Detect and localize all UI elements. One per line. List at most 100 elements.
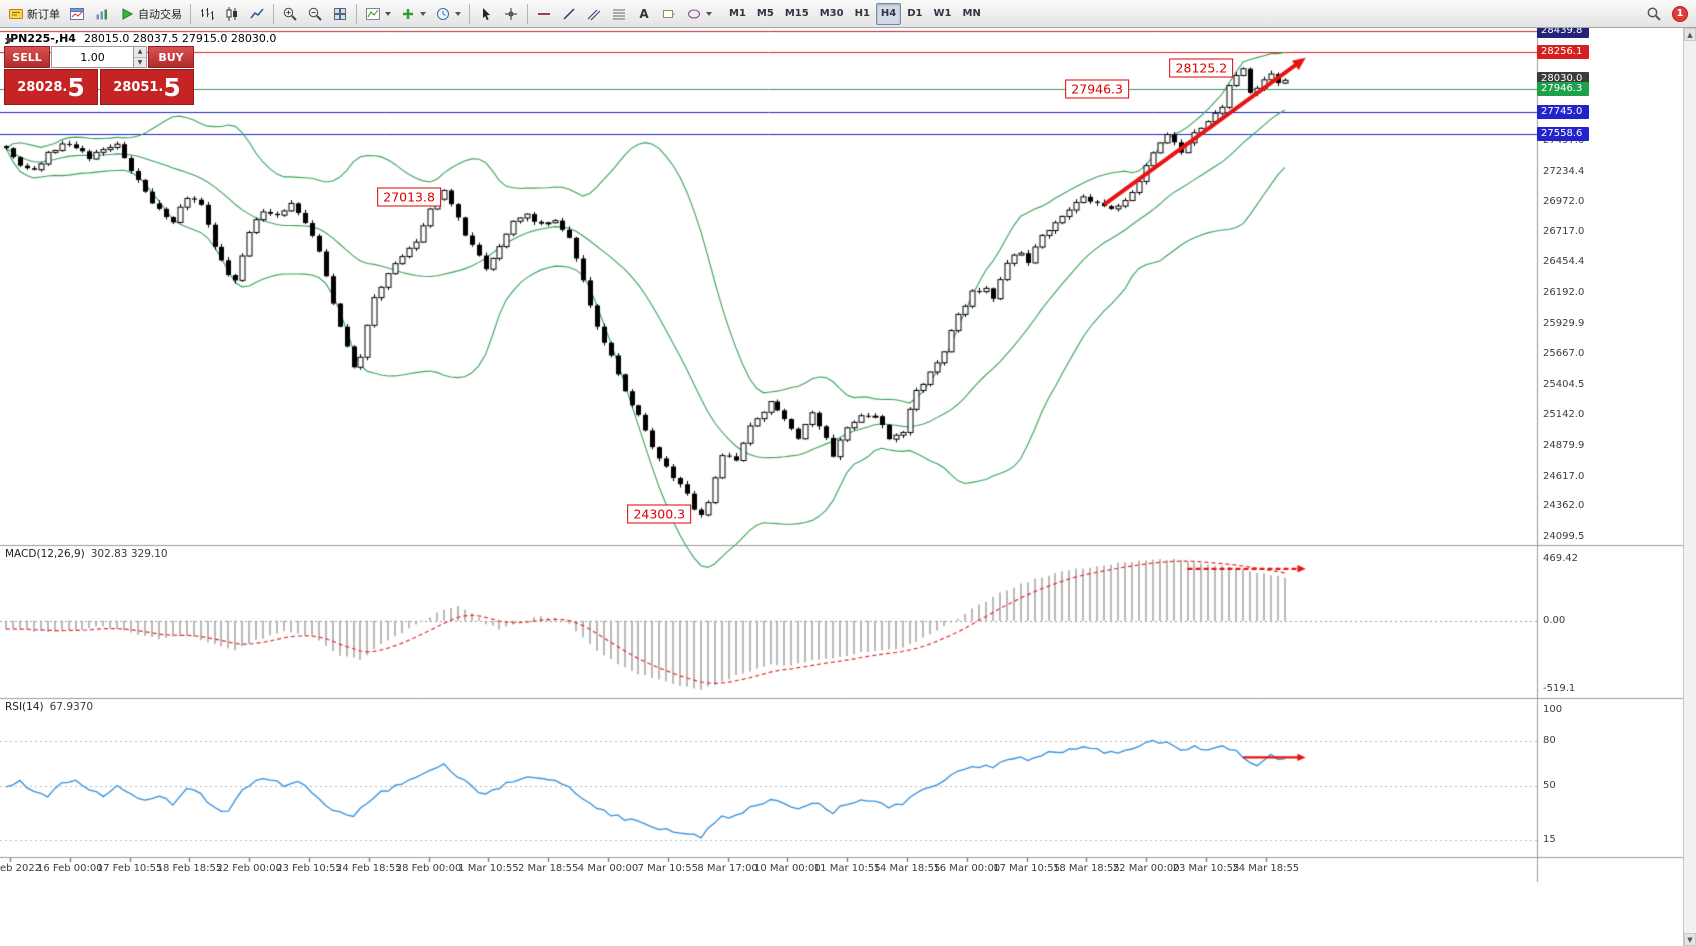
price-level-tag[interactable]: 27558.6 bbox=[1537, 126, 1589, 141]
price-axis-label: 25667.0 bbox=[1543, 348, 1585, 360]
scrollbar-track[interactable] bbox=[1684, 41, 1696, 933]
text-tool-button[interactable]: A bbox=[632, 2, 656, 26]
toolbar-separator bbox=[356, 3, 357, 24]
channel-tool-button[interactable] bbox=[582, 2, 606, 26]
time-axis-label: 22 Mar 00:00 bbox=[1112, 863, 1180, 874]
hline-icon bbox=[536, 6, 552, 22]
time-axis-label: 16 Mar 00:00 bbox=[933, 863, 1001, 874]
charts-window-button[interactable] bbox=[65, 2, 89, 26]
price-axis: 27497.027234.426972.026717.026454.426192… bbox=[1537, 28, 1683, 858]
time-axis-label: 4 Mar 00:00 bbox=[577, 863, 639, 874]
new-order-button[interactable]: 新订单 bbox=[4, 2, 64, 26]
rsi-panel-title: RSI(14) 67.9370 bbox=[5, 701, 93, 713]
chart-window-icon bbox=[69, 6, 85, 22]
zoom-in-button[interactable] bbox=[278, 2, 302, 26]
price-level-tag[interactable]: 27745.0 bbox=[1537, 105, 1589, 119]
time-axis-label: 24 Feb 18:55 bbox=[335, 863, 402, 874]
search-button[interactable] bbox=[1642, 2, 1666, 26]
trendline-icon bbox=[561, 6, 577, 22]
price-annotation[interactable]: 24300.3 bbox=[627, 504, 692, 524]
timeframe-m15-button[interactable]: M15 bbox=[784, 8, 809, 19]
rsi-axis-label: 50 bbox=[1543, 780, 1556, 792]
add-indicator-button[interactable] bbox=[396, 2, 430, 26]
price-level-tag[interactable]: 28256.1 bbox=[1537, 45, 1589, 60]
time-axis-label: 8 Mar 17:00 bbox=[697, 863, 758, 874]
toolbar-items: 新订单 自动交易 A bbox=[4, 2, 716, 26]
timeframe-h4-button[interactable]: H4 bbox=[875, 2, 902, 25]
trendline-tool-button[interactable] bbox=[557, 2, 581, 26]
time-axis-label: 22 Feb 00:00 bbox=[216, 863, 282, 874]
bar-chart-mode-button[interactable] bbox=[195, 2, 219, 26]
sell-price-display[interactable]: 28028. 5 bbox=[4, 69, 98, 105]
zoom-in-icon bbox=[282, 6, 298, 22]
timeframe-mn-button[interactable]: MN bbox=[962, 8, 981, 19]
volume-decrease-button[interactable]: ▼ bbox=[134, 57, 146, 67]
autotrade-button[interactable]: 自动交易 bbox=[115, 2, 186, 26]
toolbar-separator bbox=[469, 3, 470, 24]
svg-text:A: A bbox=[639, 7, 649, 21]
scroll-up-button[interactable]: ▲ bbox=[1684, 28, 1696, 41]
price-axis-label: 25929.9 bbox=[1543, 317, 1585, 329]
caret-down-icon bbox=[706, 11, 712, 16]
rsi-value: 67.9370 bbox=[49, 701, 94, 713]
volume-increase-button[interactable]: ▲ bbox=[134, 47, 146, 58]
timeframe-m5-button[interactable]: M5 bbox=[756, 8, 774, 19]
cursor-icon bbox=[478, 6, 494, 22]
time-axis-label: 23 Feb 10:55 bbox=[276, 863, 342, 874]
timeframe-h1-button[interactable]: H1 bbox=[854, 8, 870, 19]
hline-tool-button[interactable] bbox=[532, 2, 556, 26]
timeframe-m1-button[interactable]: M1 bbox=[729, 8, 746, 19]
label-tool-button[interactable] bbox=[657, 2, 681, 26]
line-chart-mode-button[interactable] bbox=[245, 2, 269, 26]
timeframe-m30-button[interactable]: M30 bbox=[819, 8, 844, 19]
time-axis-label: 15 Feb 2022 bbox=[0, 863, 42, 874]
label-icon bbox=[661, 6, 677, 22]
time-axis-label: 1 Mar 10:55 bbox=[458, 863, 519, 874]
tile-windows-icon bbox=[332, 6, 348, 22]
periods-icon bbox=[435, 6, 451, 22]
timeframe-toolbar: M1 M5 M15 M30 H1 H4 D1 W1 MN bbox=[724, 2, 986, 25]
shapes-tool-button[interactable] bbox=[682, 2, 716, 26]
tile-windows-button[interactable] bbox=[328, 2, 352, 26]
scroll-down-button[interactable]: ▼ bbox=[1684, 933, 1696, 946]
crosshair-icon bbox=[503, 6, 519, 22]
text-icon: A bbox=[636, 6, 652, 22]
bars-mode-icon bbox=[199, 6, 215, 22]
rsi-axis-label: 15 bbox=[1543, 834, 1556, 845]
vertical-scrollbar[interactable]: ▲ ▼ bbox=[1683, 28, 1696, 946]
indicators-button[interactable] bbox=[361, 2, 395, 26]
volume-input[interactable] bbox=[52, 47, 133, 67]
price-annotation[interactable]: 28125.2 bbox=[1169, 58, 1234, 78]
periods-button[interactable] bbox=[431, 2, 465, 26]
crosshair-button[interactable] bbox=[499, 2, 523, 26]
notification-badge[interactable]: 1 bbox=[1672, 5, 1688, 22]
fibo-tool-button[interactable] bbox=[607, 2, 631, 26]
cursor-button[interactable] bbox=[474, 2, 498, 26]
trade-panel-collapse-icon[interactable] bbox=[5, 38, 13, 44]
macd-axis-label: 469.42 bbox=[1543, 553, 1578, 564]
zoom-out-button[interactable] bbox=[303, 2, 327, 26]
sell-button[interactable]: SELL bbox=[4, 46, 50, 68]
price-level-tag[interactable]: 27946.3 bbox=[1537, 81, 1589, 96]
timeframe-w1-button[interactable]: W1 bbox=[933, 8, 952, 19]
buy-price-display[interactable]: 28051. 5 bbox=[100, 69, 194, 105]
buy-button[interactable]: BUY bbox=[148, 46, 194, 68]
price-axis-label: 26972.0 bbox=[1543, 196, 1585, 208]
time-axis-label: 18 Mar 18:55 bbox=[1053, 863, 1120, 874]
time-axis-label: 14 Mar 18:55 bbox=[873, 863, 941, 874]
add-indicator-icon bbox=[400, 6, 416, 22]
price-axis-label: 26454.4 bbox=[1543, 256, 1585, 268]
candle-chart-mode-button[interactable] bbox=[220, 2, 244, 26]
time-axis-label: 16 Feb 00:00 bbox=[36, 863, 103, 874]
profiles-button[interactable] bbox=[90, 2, 114, 26]
price-level-tag[interactable]: 28439.8 bbox=[1537, 28, 1589, 38]
rsi-label: RSI(14) bbox=[5, 701, 44, 713]
rsi-axis-label: 100 bbox=[1543, 704, 1563, 715]
price-axis-label: 24617.0 bbox=[1543, 470, 1585, 482]
price-annotation[interactable]: 27013.8 bbox=[377, 187, 441, 207]
main-toolbar: 新订单 自动交易 A M1 M5 M15 M30 H1 H4 D1 W1 MN 1 bbox=[0, 0, 1696, 28]
macd-label: MACD(12,26,9) bbox=[5, 548, 85, 560]
price-annotation[interactable]: 27946.3 bbox=[1065, 79, 1129, 99]
timeframe-d1-button[interactable]: D1 bbox=[907, 8, 923, 19]
